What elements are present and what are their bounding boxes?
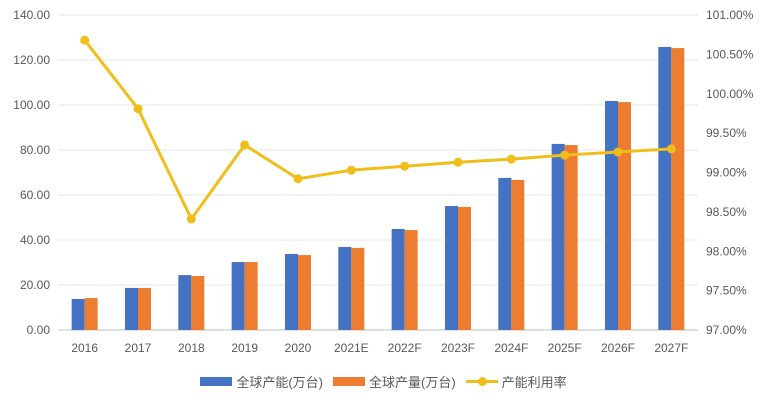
- legend: 全球产能(万台) 全球产量(万台) 产能利用率: [0, 372, 767, 391]
- x-tick-label: 2019: [231, 341, 258, 355]
- bar-output: [244, 262, 258, 330]
- right-tick-label: 97.00%: [706, 323, 747, 337]
- right-tick-label: 98.50%: [706, 205, 747, 219]
- left-tick-label: 40.00: [20, 233, 50, 247]
- bar-output: [351, 247, 365, 330]
- bar-output: [564, 145, 578, 330]
- right-tick-label: 99.00%: [706, 166, 747, 180]
- right-tick-label: 99.50%: [706, 126, 747, 140]
- legend-swatch: [200, 377, 233, 386]
- left-tick-label: 120.00: [13, 53, 50, 67]
- bar-capacity: [551, 143, 565, 330]
- legend-line: [465, 376, 498, 386]
- left-tick-label: 60.00: [20, 188, 50, 202]
- utilization-point: [240, 140, 250, 150]
- left-tick-label: 100.00: [13, 98, 50, 112]
- utilization-point: [613, 147, 623, 157]
- right-tick-label: 100.50%: [706, 47, 754, 61]
- utilization-point: [666, 144, 676, 154]
- x-tick-label: 2022F: [388, 341, 422, 355]
- bar-output: [671, 48, 685, 330]
- utilization-point: [506, 154, 516, 164]
- utilization-point: [133, 104, 143, 114]
- bar-output: [138, 287, 151, 330]
- utilization-point: [346, 165, 356, 175]
- x-tick-label: 2017: [125, 341, 152, 355]
- bar-capacity: [658, 46, 672, 330]
- left-tick-label: 20.00: [20, 278, 50, 292]
- x-tick-label: 2016: [71, 341, 98, 355]
- bar-capacity: [338, 246, 352, 330]
- legend-swatch: [332, 377, 365, 386]
- legend-capacity: 全球产能(万台): [200, 372, 323, 391]
- right-tick-label: 98.00%: [706, 244, 747, 258]
- x-tick-label: 2018: [178, 341, 205, 355]
- utilization-point: [293, 174, 303, 184]
- left-tick-label: 80.00: [20, 143, 50, 157]
- utilization-point: [453, 157, 463, 167]
- legend-label: 产能利用率: [501, 375, 567, 390]
- bar-capacity: [71, 298, 85, 330]
- bar-capacity: [231, 262, 245, 330]
- bar-capacity: [445, 206, 458, 330]
- bar-capacity: [391, 228, 405, 330]
- utilization-point: [186, 214, 196, 224]
- bar-capacity: [605, 100, 618, 330]
- x-tick-label: 2023F: [441, 341, 475, 355]
- bar-output: [458, 206, 471, 330]
- utilization-point: [400, 161, 410, 171]
- left-tick-label: 140.00: [13, 8, 50, 22]
- bar-output: [404, 230, 418, 330]
- x-tick-label: 2024F: [494, 341, 528, 355]
- utilization-line: [83, 39, 672, 222]
- right-tick-label: 101.00%: [706, 8, 754, 22]
- bar-output: [84, 298, 98, 330]
- x-tick-label: 2027F: [654, 341, 688, 355]
- bar-capacity: [178, 275, 192, 330]
- right-tick-label: 97.50%: [706, 284, 747, 298]
- legend-output: 全球产量(万台): [332, 372, 456, 391]
- left-tick-label: 0.00: [27, 323, 51, 337]
- chart-svg: 0.00 20.00 40.00 60.00 80.00 100.00 120.00 140.…: [13, 8, 754, 355]
- x-tick-label: 2021E: [334, 341, 369, 355]
- bar-output: [618, 102, 631, 330]
- legend-utilization: 产能利用率: [465, 372, 567, 391]
- x-tick-label: 2025F: [548, 341, 582, 355]
- bar-capacity: [285, 253, 298, 330]
- bar-capacity: [498, 177, 512, 330]
- x-tick-label: 2026F: [601, 341, 635, 355]
- legend-label: 全球产能(万台): [236, 375, 323, 390]
- utilization-point: [80, 35, 90, 45]
- legend-label: 全球产量(万台): [368, 375, 456, 390]
- bar-output: [511, 179, 525, 330]
- right-tick-label: 100.00%: [706, 87, 754, 101]
- bar-output: [191, 276, 205, 330]
- bar-capacity: [125, 287, 138, 330]
- x-tick-label: 2020: [285, 341, 312, 355]
- bar-output: [298, 255, 311, 330]
- utilization-point: [560, 150, 570, 160]
